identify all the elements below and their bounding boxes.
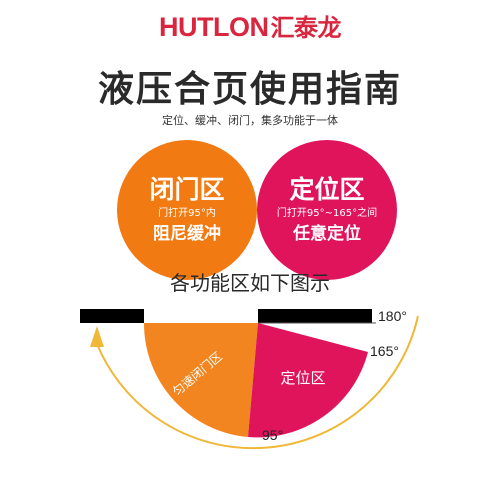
- positioning-zone-name: 定位区: [289, 175, 365, 204]
- closing-sector: [143, 323, 258, 437]
- positioning-sector: [248, 323, 368, 438]
- diagram-title: 各功能区如下图示: [170, 271, 330, 295]
- angle-label-165: 165°: [370, 343, 399, 359]
- positioning-zone-desc: 门打开95°~165°之间: [276, 208, 378, 219]
- closing-zone-circle: 闭门区 门打开95°内 阻尼缓冲: [117, 140, 257, 280]
- angle-label-95: 95°: [262, 427, 283, 443]
- swing-arrow: [96, 315, 419, 450]
- positioning-sector-label: 定位区: [280, 369, 325, 387]
- closing-zone-name: 闭门区: [149, 175, 225, 204]
- door-bar-right: [258, 309, 372, 323]
- positioning-zone-func: 任意定位: [293, 224, 361, 244]
- closing-zone-desc: 门打开95°内: [158, 208, 216, 219]
- brand-name-cn: 汇泰龙: [270, 14, 341, 42]
- brand-logo: HUTLON汇泰龙: [0, 8, 500, 43]
- brand-name-en: HUTLON: [159, 12, 269, 42]
- wall-bar-left: [80, 309, 144, 323]
- page-title: 液压合页使用指南: [97, 69, 402, 110]
- positioning-zone-circle: 定位区 门打开95°~165°之间 任意定位: [257, 140, 397, 280]
- page-subtitle: 定位、缓冲、闭门，集多功能于一体: [162, 114, 338, 127]
- angle-label-180: 180°: [378, 308, 407, 324]
- closing-zone-func: 阻尼缓冲: [153, 224, 221, 244]
- swing-arrowhead: [90, 326, 104, 347]
